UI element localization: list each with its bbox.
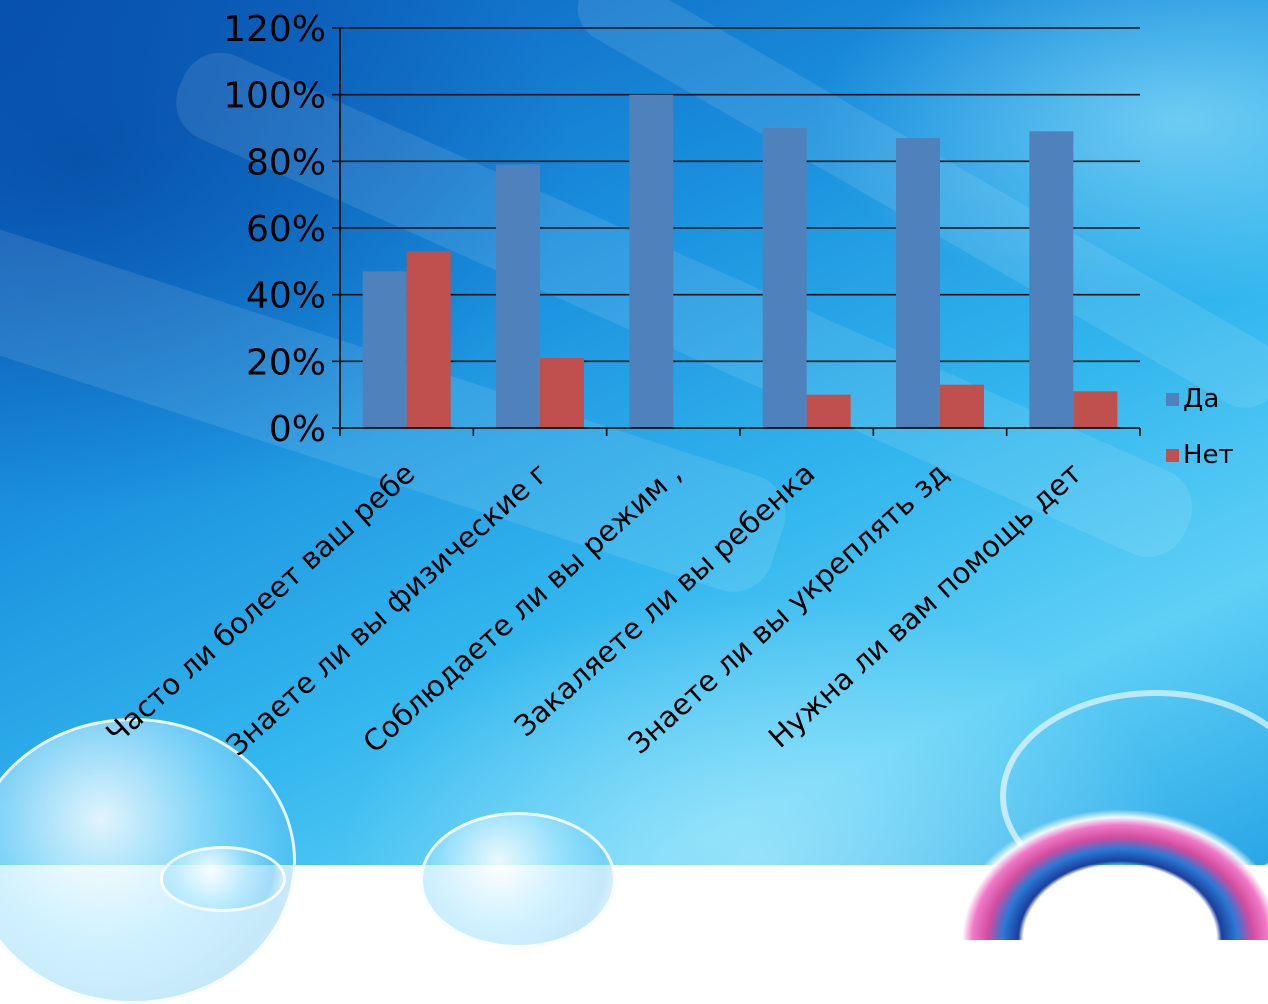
bar-da [896,138,940,428]
gridlines [340,27,1140,363]
legend-item-da: Да [1166,384,1219,414]
legend-swatch-net [1166,448,1179,462]
axes [332,27,1141,436]
legend-item-net: Нет [1166,440,1234,470]
y-tick-label: 100% [223,76,326,117]
bar-net [940,384,984,428]
y-tick-labels: 0% 20% 40% 60% 80% 100% 120% [223,9,326,450]
y-tick-label: 120% [223,9,326,50]
bar-net [806,394,851,428]
bar-da [496,164,540,428]
bar-da [1029,131,1074,429]
y-tick-label: 60% [246,209,326,250]
bar-da [362,271,407,428]
y-tick-label: 80% [246,142,326,183]
legend-label-da: Да [1183,384,1220,414]
bars [362,94,1118,429]
y-tick-label: 0% [269,409,326,450]
bar-net [540,358,584,428]
bar-net [406,251,451,428]
y-tick-label: 40% [246,276,326,317]
bar-chart: 0% 20% 40% 60% 80% 100% 120% Часто ли болеет в… [99,9,1141,763]
bar-da [762,128,807,428]
legend-swatch-da [1166,392,1179,406]
legend-label-net: Нет [1183,440,1234,470]
bar-net [1073,391,1118,428]
bar-da [629,94,674,429]
y-tick-label: 20% [246,342,326,383]
